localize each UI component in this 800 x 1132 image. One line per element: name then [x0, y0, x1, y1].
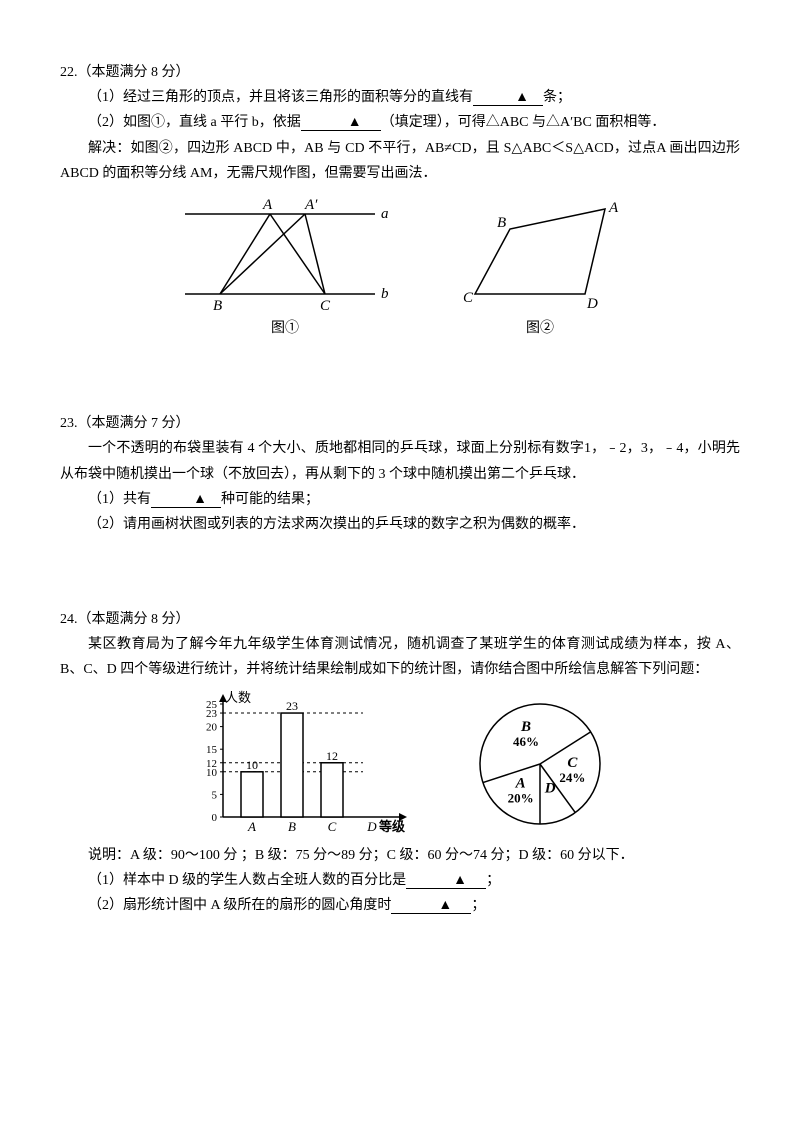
svg-text:等级: 等级 — [378, 819, 406, 834]
bar-chart: 0510121520232510A23B12CD人数等级 — [185, 689, 415, 839]
question-24: 24.（本题满分 8 分） 某区教育局为了解今年九年级学生体育测试情况，随机调查… — [60, 607, 740, 918]
svg-text:A: A — [247, 819, 256, 834]
q22-part3: 解决：如图②，四边形 ABCD 中，AB 与 CD 不平行，AB≠CD，且 S△… — [60, 136, 740, 186]
fig1-A: A — [262, 197, 273, 213]
q24-header: 24.（本题满分 8 分） — [60, 607, 740, 632]
fig2-caption: 图② — [455, 316, 625, 341]
fig1-caption: 图① — [175, 316, 395, 341]
svg-text:0: 0 — [212, 812, 218, 824]
fig2-A: A — [608, 200, 619, 216]
fig1-svg: A A′ B C a b — [175, 194, 395, 314]
q22-fig2: A B C D 图② — [455, 194, 625, 341]
q22-part1: （1）经过三角形的顶点，并且将该三角形的面积等分的直线有 ▲ 条； — [60, 85, 740, 110]
q24-p3a: （2）扇形统计图中 A 级所在的扇形的圆心角度时 — [88, 898, 391, 913]
q23-p2b: 种可能的结果； — [221, 492, 319, 507]
svg-text:20: 20 — [206, 721, 218, 733]
q24-blank2: ▲ — [391, 899, 471, 914]
q24-blank1: ▲ — [406, 874, 486, 889]
svg-text:D: D — [366, 819, 377, 834]
q22-p1a: （1）经过三角形的顶点，并且将该三角形的面积等分的直线有 — [88, 90, 473, 105]
fig2-D: D — [586, 296, 598, 312]
question-22: 22.（本题满分 8 分） （1）经过三角形的顶点，并且将该三角形的面积等分的直… — [60, 60, 740, 341]
svg-text:A: A — [515, 775, 526, 791]
fig1-Ap: A′ — [304, 197, 318, 213]
triangle-icon: ▲ — [515, 90, 529, 105]
fig1-B: B — [213, 298, 222, 314]
svg-text:5: 5 — [212, 789, 218, 801]
svg-text:12: 12 — [206, 757, 217, 769]
q22-p2b: （填定理），可得△ABC 与△A′BC 面积相等． — [381, 115, 666, 130]
pie-chart: A20% B46% C24%D — [465, 694, 615, 834]
fig2-C: C — [463, 290, 474, 306]
fig2-svg: A B C D — [455, 194, 625, 314]
fig2-B: B — [497, 215, 506, 231]
triangle-icon: ▲ — [438, 898, 452, 913]
q23-p2: （1）共有 ▲ 种可能的结果； — [60, 487, 740, 512]
fig1-b: b — [381, 286, 389, 302]
svg-text:25: 25 — [206, 699, 218, 711]
fig1-a: a — [381, 206, 389, 222]
q22-fig1: A A′ B C a b 图① — [175, 194, 395, 341]
q22-blank2: ▲ — [301, 116, 381, 131]
fig1-C: C — [320, 298, 331, 314]
svg-text:10: 10 — [246, 757, 258, 771]
svg-text:20%: 20% — [508, 790, 534, 805]
q24-p3: （2）扇形统计图中 A 级所在的扇形的圆心角度时 ▲ ； — [60, 893, 740, 918]
svg-text:B: B — [288, 819, 296, 834]
triangle-icon: ▲ — [453, 873, 467, 888]
triangle-icon: ▲ — [348, 115, 362, 130]
q24-p1: 某区教育局为了解今年九年级学生体育测试情况，随机调查了某班学生的体育测试成绩为样… — [60, 632, 740, 682]
q22-part2: （2）如图①，直线 a 平行 b，依据 ▲ （填定理），可得△ABC 与△A′BC … — [60, 110, 740, 135]
q23-p2a: （1）共有 — [88, 492, 151, 507]
q24-p2a: （1）样本中 D 级的学生人数占全班人数的百分比是 — [88, 873, 406, 888]
svg-text:C: C — [567, 755, 578, 771]
triangle-icon: ▲ — [193, 492, 207, 507]
q22-figures: A A′ B C a b 图① A B C D — [60, 194, 740, 341]
q23-p3: （2）请用画树状图或列表的方法求两次摸出的乒乓球的数字之积为偶数的概率． — [60, 512, 740, 537]
q24-note: 说明：A 级：90～100 分 ；B 级：75 分～89 分；C 级：60 分～… — [60, 843, 740, 868]
q22-p1b: 条； — [543, 90, 571, 105]
q23-p1: 一个不透明的布袋里装有 4 个大小、质地都相同的乒乓球，球面上分别标有数字1，﹣… — [60, 436, 740, 486]
question-23: 23.（本题满分 7 分） 一个不透明的布袋里装有 4 个大小、质地都相同的乒乓… — [60, 411, 740, 537]
svg-text:D: D — [544, 780, 556, 796]
q22-header: 22.（本题满分 8 分） — [60, 60, 740, 85]
q23-blank: ▲ — [151, 493, 221, 508]
svg-text:人数: 人数 — [225, 690, 251, 705]
q24-p2: （1）样本中 D 级的学生人数占全班人数的百分比是 ▲ ； — [60, 868, 740, 893]
q23-header: 23.（本题满分 7 分） — [60, 411, 740, 436]
svg-text:C: C — [328, 819, 337, 834]
q24-p2b: ； — [486, 873, 500, 888]
q24-p3b: ； — [471, 898, 485, 913]
svg-text:46%: 46% — [513, 734, 539, 749]
q22-p2a: （2）如图①，直线 a 平行 b，依据 — [88, 115, 301, 130]
svg-text:24%: 24% — [559, 770, 585, 785]
q24-charts: 0510121520232510A23B12CD人数等级 A20%B46%C24… — [60, 689, 740, 839]
svg-text:23: 23 — [286, 699, 298, 713]
svg-text:15: 15 — [206, 744, 218, 756]
svg-text:B: B — [520, 719, 531, 735]
q22-blank1: ▲ — [473, 91, 543, 106]
svg-text:12: 12 — [326, 748, 338, 762]
